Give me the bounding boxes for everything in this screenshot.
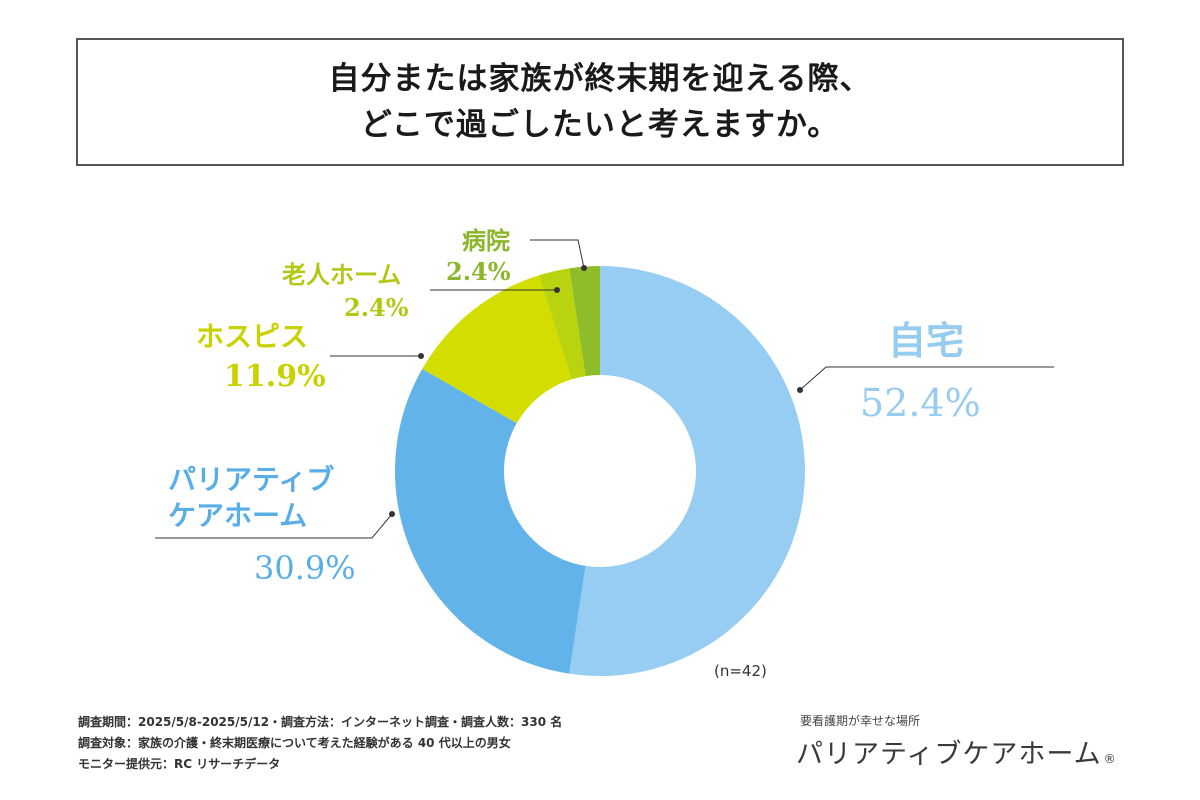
label-hospice-value: 11.9% (224, 359, 326, 394)
leader-line-hospital (530, 239, 585, 269)
donut-slice-hospice (422, 275, 572, 424)
leader-line-palliative-care-home (155, 513, 393, 539)
label-nursing-home-value: 2.4% (344, 293, 409, 322)
brand-logo: パリアティブケアホーム ® (796, 732, 1117, 771)
leader-line-home (799, 366, 1054, 391)
label-palliative-name-2: ケアホーム (168, 499, 308, 532)
leader-dot-hospital (581, 265, 587, 271)
label-palliative-name-1: パリアティブ (168, 463, 335, 496)
label-home-value: 52.4% (860, 381, 981, 425)
leader-dot-home (797, 387, 803, 393)
brand-tagline: 要看護期が幸せな場所 (800, 714, 921, 728)
registered-mark: ® (1103, 752, 1117, 766)
title-box: 自分または家族が終末期を迎える際、 どこで過ごしたいと考えますか。 (76, 38, 1124, 166)
donut-slice-hospital (569, 266, 600, 377)
label-nursing-home-name: 老人ホーム (282, 260, 402, 289)
footer-line-source: モニター提供元：RC リサーチデータ (78, 757, 281, 771)
survey-footer: 調査期間：2025/5/8-2025/5/12・調査方法：インターネット調査・調… (78, 712, 562, 775)
donut-slice-nursing-home (539, 268, 586, 380)
label-palliative-value: 30.9% (254, 549, 356, 587)
leader-dot-nursing-home (554, 287, 560, 293)
brand-name: パリアティブケアホーム (796, 739, 1102, 770)
donut-slice-palliative-care-home (395, 368, 586, 674)
sample-size-note: (n=42) (714, 662, 767, 680)
leader-dot-hospice (418, 353, 424, 359)
label-hospice-name: ホスピス (196, 320, 309, 353)
label-home-name: 自宅 (888, 318, 965, 363)
label-hospital-name: 病院 (462, 226, 510, 255)
leader-dot-palliative-care-home (389, 511, 395, 517)
chart-title-line-1: 自分または家族が終末期を迎える際、 (328, 61, 872, 97)
chart-title-line-2: どこで過ごしたいと考えますか。 (360, 107, 840, 143)
donut-slice-home (569, 266, 805, 676)
footer-line-target: 調査対象：家族の介護・終末期医療について考えた経験がある 40 代以上の男女 (78, 736, 511, 750)
label-hospital-value: 2.4% (446, 257, 511, 286)
footer-line-period: 調査期間：2025/5/8-2025/5/12・調査方法：インターネット調査・調… (78, 715, 563, 729)
